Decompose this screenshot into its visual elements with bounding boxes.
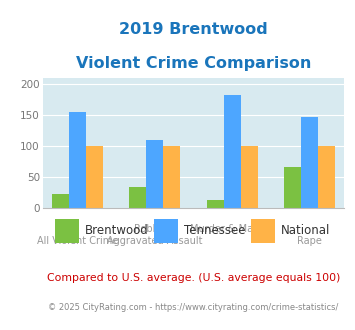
Text: Tennessee: Tennessee	[184, 224, 246, 237]
Bar	[301, 117, 318, 209]
Text: National: National	[281, 224, 331, 237]
Bar	[154, 219, 178, 243]
Bar	[224, 95, 241, 209]
Text: All Violent Crime: All Violent Crime	[37, 236, 118, 246]
Bar	[163, 147, 180, 209]
Text: Brentwood: Brentwood	[85, 224, 149, 237]
Bar	[251, 219, 275, 243]
Text: Violent Crime Comparison: Violent Crime Comparison	[76, 56, 311, 71]
Text: 2019 Brentwood: 2019 Brentwood	[119, 21, 268, 37]
Bar	[284, 168, 301, 209]
Text: Robbery: Robbery	[135, 224, 175, 234]
Bar	[318, 147, 335, 209]
Bar	[55, 219, 79, 243]
Bar	[86, 147, 103, 209]
Bar	[146, 140, 163, 209]
Text: Aggravated Assault: Aggravated Assault	[107, 236, 203, 246]
Text: Compared to U.S. average. (U.S. average equals 100): Compared to U.S. average. (U.S. average …	[47, 273, 340, 283]
Bar	[129, 187, 146, 209]
Bar	[52, 194, 69, 209]
Text: © 2025 CityRating.com - https://www.cityrating.com/crime-statistics/: © 2025 CityRating.com - https://www.city…	[48, 303, 339, 312]
Bar	[207, 200, 224, 209]
Text: Rape: Rape	[297, 236, 322, 246]
Text: Murder & Mans...: Murder & Mans...	[190, 224, 274, 234]
Bar	[241, 147, 258, 209]
Bar	[69, 112, 86, 209]
